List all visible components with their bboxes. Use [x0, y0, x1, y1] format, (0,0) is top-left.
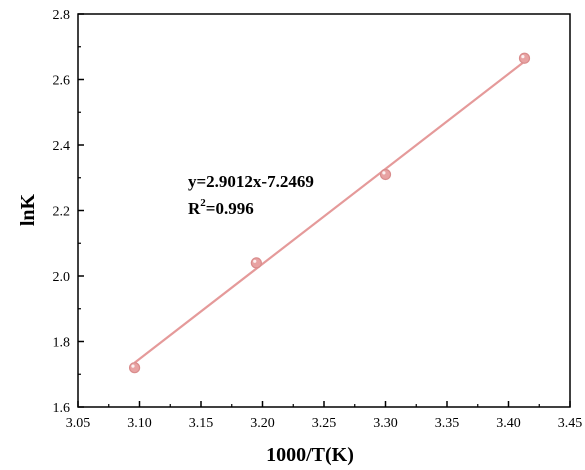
- y-tick-label: 2.0: [53, 270, 71, 285]
- x-tick-label: 3.30: [373, 416, 398, 431]
- y-tick-label: 2.2: [53, 205, 71, 220]
- x-tick-label: 3.40: [496, 416, 521, 431]
- plot-area: 3.05 3.10 3.15 3.20 3.25 3.30 3.35 3.40 3.45 1.6…: [53, 8, 583, 431]
- x-axis-tick-labels: 3.05 3.10 3.15 3.20 3.25 3.30 3.35 3.40 3.45: [66, 416, 583, 431]
- x-tick-label: 3.20: [250, 416, 275, 431]
- y-tick-label: 1.6: [53, 401, 71, 416]
- data-point: [518, 52, 531, 64]
- data-points: [128, 52, 531, 374]
- y-tick-label: 2.4: [53, 139, 71, 154]
- data-point: [379, 168, 392, 181]
- y-tick-label: 2.6: [53, 74, 71, 89]
- x-tick-label: 3.25: [312, 416, 337, 431]
- x-tick-label: 3.05: [66, 416, 91, 431]
- r-squared: R2=0.996: [188, 197, 254, 218]
- fit-line: [133, 60, 526, 364]
- x-tick-label: 3.35: [435, 416, 460, 431]
- r-squared-exponent: 2: [200, 197, 206, 209]
- y-axis-title: lnK: [17, 193, 39, 226]
- r-squared-value: =0.996: [206, 199, 254, 218]
- x-tick-label: 3.45: [558, 416, 583, 431]
- r-squared-letter: R: [188, 199, 201, 218]
- y-tick-label: 1.8: [53, 336, 71, 351]
- fit-equation: y=2.9012x-7.2469: [188, 172, 314, 191]
- y-axis-ticks: [78, 13, 84, 408]
- data-point: [250, 257, 262, 269]
- x-tick-label: 3.15: [189, 416, 214, 431]
- y-axis-tick-labels: 1.6 1.8 2.0 2.2 2.4 2.6 2.8: [53, 8, 71, 416]
- x-axis-title: 1000/T(K): [266, 444, 354, 466]
- x-axis-ticks: [77, 401, 571, 407]
- y-tick-label: 2.8: [53, 8, 71, 23]
- data-point: [128, 362, 141, 374]
- x-tick-label: 3.10: [127, 416, 152, 431]
